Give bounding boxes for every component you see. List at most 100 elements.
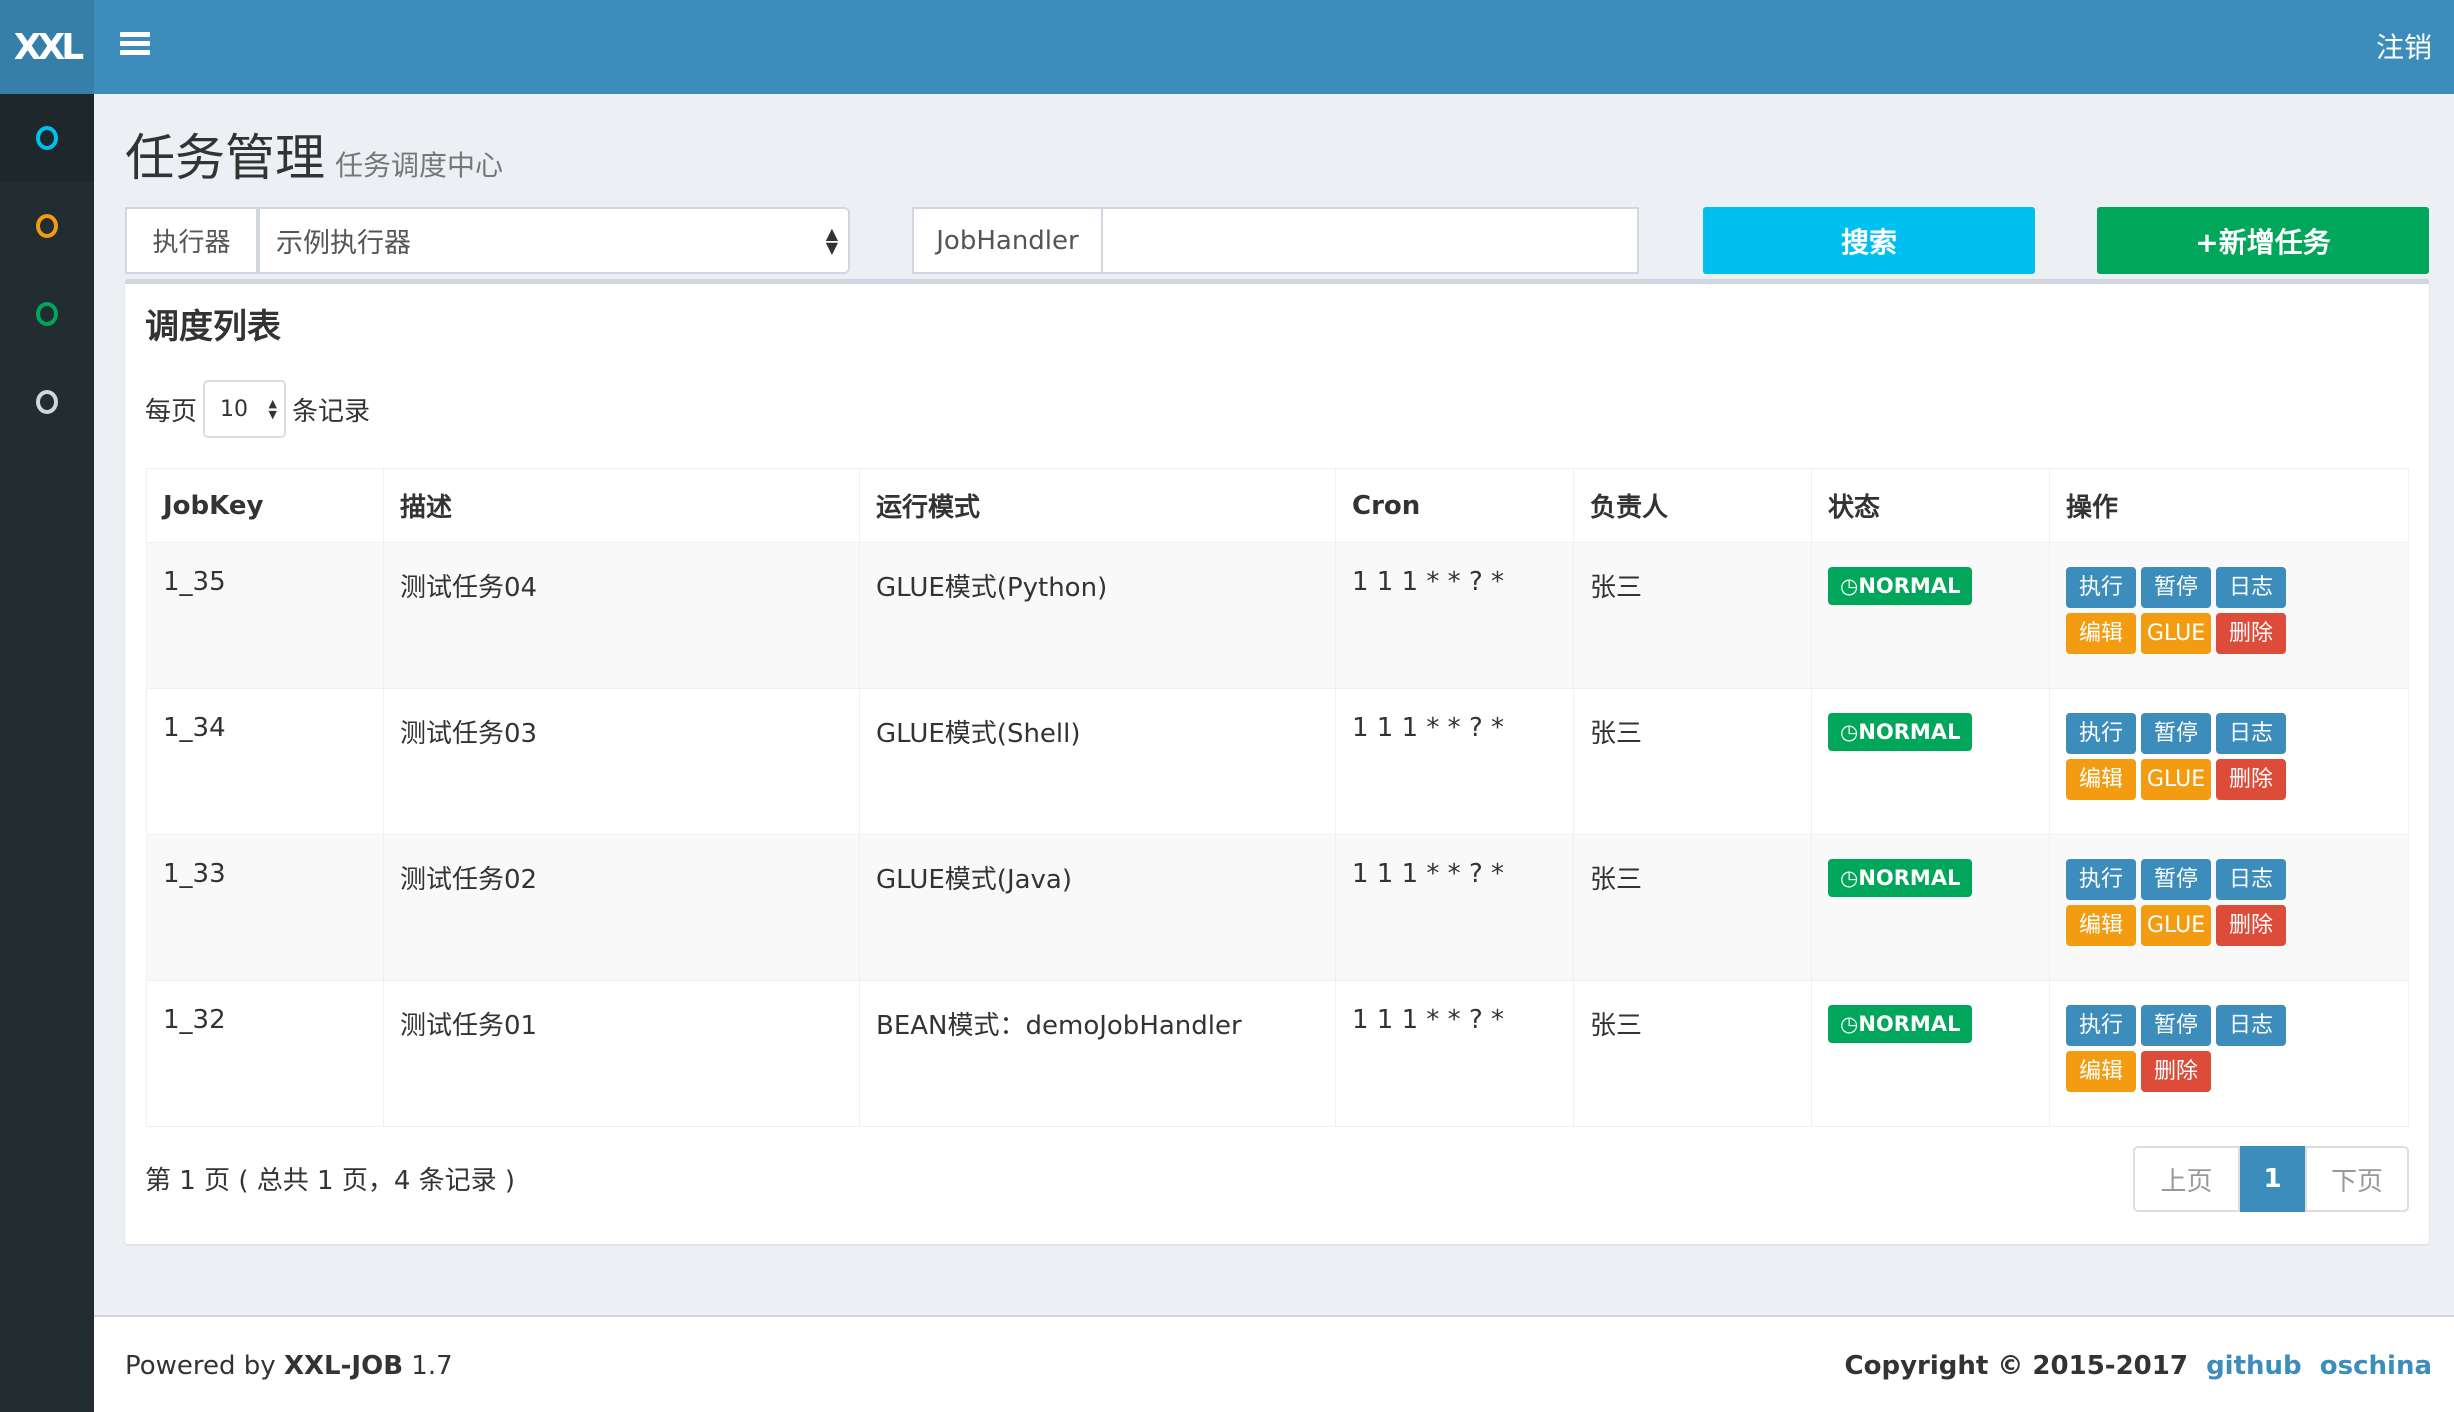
- delete-button[interactable]: 删除: [2216, 613, 2286, 654]
- status-badge: ◷NORMAL: [1828, 713, 1973, 751]
- circle-icon: [36, 390, 58, 414]
- table-row: 1_35 测试任务04 GLUE模式(Python) 1 1 1 * * ? *…: [146, 542, 2409, 689]
- circle-icon: [36, 214, 58, 238]
- edit-button[interactable]: 编辑: [2066, 1051, 2136, 1092]
- table-header-row: JobKey 描述 运行模式 Cron 负责人 状态 操作: [146, 468, 2409, 543]
- col-cron[interactable]: Cron: [1335, 468, 1574, 543]
- cell-mode: GLUE模式(Shell): [859, 688, 1336, 835]
- log-button[interactable]: 日志: [2216, 1005, 2286, 1046]
- cell-status: ◷NORMAL: [1811, 688, 2050, 835]
- cell-status: ◷NORMAL: [1811, 980, 2050, 1127]
- status-badge: ◷NORMAL: [1828, 859, 1973, 897]
- cell-actions: 执行 暂停 日志编辑 删除: [2049, 980, 2409, 1127]
- pause-button[interactable]: 暂停: [2141, 1005, 2211, 1046]
- edit-button[interactable]: 编辑: [2066, 905, 2136, 946]
- search-button[interactable]: 搜索: [1703, 207, 2035, 274]
- sidebar: [0, 94, 94, 1412]
- cell-desc: 测试任务03: [383, 688, 860, 835]
- top-navbar: XXL 注销: [0, 0, 2454, 94]
- col-jobkey[interactable]: JobKey: [146, 468, 384, 543]
- delete-button[interactable]: 删除: [2141, 1051, 2211, 1092]
- run-button[interactable]: 执行: [2066, 567, 2136, 608]
- product-name: XXL-JOB: [283, 1351, 404, 1381]
- circle-icon: [36, 126, 58, 150]
- executor-filter: 执行器 示例执行器 ▲ ▼: [125, 207, 850, 274]
- cell-mode: GLUE模式(Python): [859, 542, 1336, 689]
- table-row: 1_34 测试任务03 GLUE模式(Shell) 1 1 1 * * ? * …: [146, 688, 2409, 835]
- glue-button[interactable]: GLUE: [2141, 905, 2211, 946]
- delete-button[interactable]: 删除: [2216, 905, 2286, 946]
- powered-prefix: Powered by: [125, 1351, 284, 1381]
- edit-button[interactable]: 编辑: [2066, 613, 2136, 654]
- run-button[interactable]: 执行: [2066, 859, 2136, 900]
- sidebar-item-4[interactable]: [0, 358, 94, 446]
- col-actions: 操作: [2049, 468, 2409, 543]
- status-text: NORMAL: [1858, 1012, 1961, 1036]
- delete-button[interactable]: 删除: [2216, 759, 2286, 800]
- run-button[interactable]: 执行: [2066, 1005, 2136, 1046]
- logo[interactable]: XXL: [0, 0, 94, 94]
- jobhandler-filter: JobHandler: [912, 207, 1639, 274]
- col-status[interactable]: 状态: [1811, 468, 2050, 543]
- cell-cron: 1 1 1 * * ? *: [1335, 980, 1574, 1127]
- version: 1.7: [403, 1351, 453, 1381]
- glue-button[interactable]: GLUE: [2141, 759, 2211, 800]
- cell-status: ◷NORMAL: [1811, 834, 2050, 981]
- page-subtitle: 任务调度中心: [335, 149, 504, 182]
- status-text: NORMAL: [1858, 574, 1961, 598]
- cell-mode: BEAN模式：demoJobHandler: [859, 980, 1336, 1127]
- status-text: NORMAL: [1858, 720, 1961, 744]
- logout-link[interactable]: 注销: [2375, 31, 2432, 64]
- cell-jobkey: 1_35: [146, 542, 384, 689]
- cell-desc: 测试任务04: [383, 542, 860, 689]
- col-owner[interactable]: 负责人: [1573, 468, 1812, 543]
- table-row: 1_32 测试任务01 BEAN模式：demoJobHandler 1 1 1 …: [146, 980, 2409, 1127]
- menu-toggle-icon[interactable]: [120, 32, 150, 58]
- sidebar-item-1[interactable]: [0, 94, 94, 182]
- cell-cron: 1 1 1 * * ? *: [1335, 542, 1574, 689]
- status-badge: ◷NORMAL: [1828, 1005, 1973, 1043]
- log-button[interactable]: 日志: [2216, 567, 2286, 608]
- cell-actions: 执行 暂停 日志编辑 GLUE 删除: [2049, 834, 2409, 981]
- jobhandler-label: JobHandler: [912, 207, 1103, 274]
- page-length-control: 每页 10 ▲ ▼ 条记录: [145, 380, 370, 438]
- jobhandler-input[interactable]: [1103, 207, 1639, 274]
- powered-by: Powered by XXL-JOB 1.7: [125, 1351, 453, 1381]
- footer: Powered by XXL-JOB 1.7 Copyright © 2015-…: [94, 1315, 2454, 1412]
- col-mode[interactable]: 运行模式: [859, 468, 1336, 543]
- next-page-button[interactable]: 下页: [2305, 1146, 2409, 1212]
- clock-icon: ◷: [1840, 1012, 1859, 1036]
- page-length-value: 10: [220, 396, 249, 422]
- pause-button[interactable]: 暂停: [2141, 713, 2211, 754]
- page-1-button[interactable]: 1: [2240, 1146, 2305, 1212]
- cell-owner: 张三: [1573, 542, 1812, 689]
- prev-page-button[interactable]: 上页: [2133, 1146, 2240, 1212]
- github-link[interactable]: github: [2206, 1351, 2302, 1381]
- page-title: 任务管理 任务调度中心: [125, 118, 503, 190]
- clock-icon: ◷: [1840, 574, 1859, 598]
- executor-select[interactable]: 示例执行器 ▲ ▼: [258, 207, 850, 274]
- pagination-info: 第 1 页 ( 总共 1 页，4 条记录 ): [145, 1166, 516, 1196]
- edit-button[interactable]: 编辑: [2066, 759, 2136, 800]
- sidebar-item-3[interactable]: [0, 270, 94, 358]
- page-length-select[interactable]: 10 ▲ ▼: [203, 380, 287, 438]
- add-job-button[interactable]: +新增任务: [2097, 207, 2429, 274]
- page-title-text: 任务管理: [125, 129, 325, 187]
- clock-icon: ◷: [1840, 720, 1859, 744]
- status-text: NORMAL: [1858, 866, 1961, 890]
- pause-button[interactable]: 暂停: [2141, 859, 2211, 900]
- sidebar-item-2[interactable]: [0, 182, 94, 270]
- oschina-link[interactable]: oschina: [2319, 1351, 2432, 1381]
- executor-select-value: 示例执行器: [276, 228, 411, 259]
- cell-jobkey: 1_33: [146, 834, 384, 981]
- log-button[interactable]: 日志: [2216, 859, 2286, 900]
- pause-button[interactable]: 暂停: [2141, 567, 2211, 608]
- cell-desc: 测试任务01: [383, 980, 860, 1127]
- glue-button[interactable]: GLUE: [2141, 613, 2211, 654]
- cell-mode: GLUE模式(Java): [859, 834, 1336, 981]
- log-button[interactable]: 日志: [2216, 713, 2286, 754]
- clock-icon: ◷: [1840, 866, 1859, 890]
- run-button[interactable]: 执行: [2066, 713, 2136, 754]
- per-page-suffix: 条记录: [292, 396, 371, 427]
- col-desc[interactable]: 描述: [383, 468, 860, 543]
